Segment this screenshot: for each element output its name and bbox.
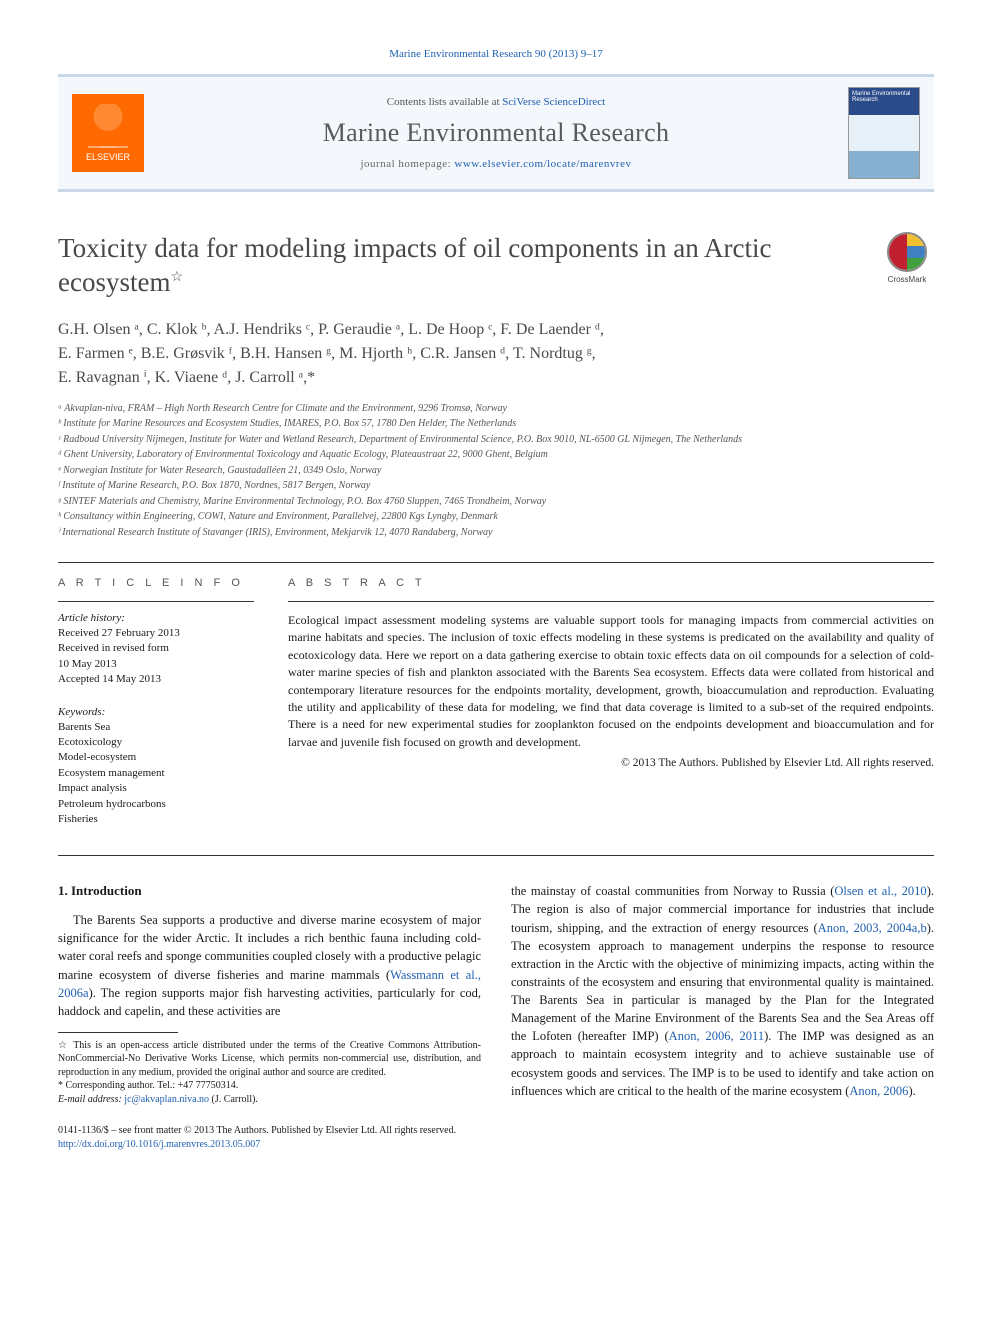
body-text: ). The ecosystem approach to management … [511,921,934,1044]
email-suffix: (J. Carroll). [209,1094,258,1105]
affiliation-d: ᵈ Ghent University, Laboratory of Enviro… [58,448,934,463]
abstract-subdivider [288,601,934,602]
keyword-item: Ecotoxicology [58,735,254,750]
journal-header: ELSEVIER Contents lists available at Sci… [58,74,934,192]
page-footer: 0141-1136/$ – see front matter © 2013 Th… [58,1124,934,1152]
contents-available-line: Contents lists available at SciVerse Sci… [158,96,834,108]
citation-link-anon-2003[interactable]: Anon, 2003, 2004a,b [818,921,927,935]
info-subdivider [58,601,254,602]
history-revised-1: Received in revised form [58,641,254,656]
affiliation-a: ᵃ Akvaplan-niva, FRAM – High North Resea… [58,402,934,417]
body-paragraph-2: the mainstay of coastal communities from… [511,882,934,1100]
homepage-link[interactable]: www.elsevier.com/locate/marenvrev [454,158,631,170]
footnote-rule [58,1032,178,1033]
authors-list: G.H. Olsen ᵃ, C. Klok ᵇ, A.J. Hendriks ᶜ… [58,318,934,390]
sciencedirect-link[interactable]: SciVerse ScienceDirect [502,96,605,108]
footnote-open-access: ☆ This is an open-access article distrib… [58,1039,481,1080]
meta-divider-top [58,562,934,563]
body-text: ). [908,1084,915,1098]
citation-link-anon-2006-2011[interactable]: Anon, 2006, 2011 [669,1029,764,1043]
elsevier-label: ELSEVIER [86,152,130,162]
citation-line: Marine Environmental Research 90 (2013) … [58,48,934,60]
journal-cover-thumbnail[interactable]: Marine Environmental Research [848,87,920,179]
keyword-item: Barents Sea [58,720,254,735]
homepage-line: journal homepage: www.elsevier.com/locat… [158,158,834,170]
body-text: ). The region supports major fish harves… [58,986,481,1018]
affiliations: ᵃ Akvaplan-niva, FRAM – High North Resea… [58,402,934,541]
contents-prefix: Contents lists available at [387,96,502,108]
keyword-item: Ecosystem management [58,766,254,781]
abstract-column: A B S T R A C T Ecological impact assess… [288,577,934,827]
body-text: the mainstay of coastal communities from… [511,884,834,898]
affiliation-c: ᶜ Radboud University Nijmegen, Institute… [58,433,934,448]
footnote-email: E-mail address: jc@akvaplan.niva.no (J. … [58,1093,481,1107]
keyword-item: Fisheries [58,812,254,827]
article-title: Toxicity data for modeling impacts of oi… [58,232,860,300]
header-center: Contents lists available at SciVerse Sci… [158,96,834,170]
keyword-item: Petroleum hydrocarbons [58,797,254,812]
affiliation-b: ᵇ Institute for Marine Resources and Eco… [58,417,934,432]
body-two-column: 1. Introduction The Barents Sea supports… [58,882,934,1106]
article-info-heading: A R T I C L E I N F O [58,577,254,589]
footnote-corresponding: * Corresponding author. Tel.: +47 777503… [58,1079,481,1093]
citation-link-olsen[interactable]: Olsen et al., 2010 [834,884,926,898]
affiliation-i: ⁱ International Research Institute of St… [58,526,934,541]
history-revised-2: 10 May 2013 [58,657,254,672]
history-received: Received 27 February 2013 [58,626,254,641]
elsevier-logo[interactable]: ELSEVIER [72,94,144,172]
elsevier-tree-icon [88,104,128,148]
meta-divider-bottom [58,855,934,856]
title-footnote-marker: ☆ [170,270,183,285]
affiliation-f: ᶠ Institute of Marine Research, P.O. Box… [58,479,934,494]
affiliation-e: ᵉ Norwegian Institute for Water Research… [58,464,934,479]
authors-line-1: G.H. Olsen ᵃ, C. Klok ᵇ, A.J. Hendriks ᶜ… [58,318,934,342]
body-paragraph-1: The Barents Sea supports a productive an… [58,911,481,1020]
affiliation-g: ᵍ SINTEF Materials and Chemistry, Marine… [58,495,934,510]
journal-name: Marine Environmental Research [158,118,834,148]
homepage-prefix: journal homepage: [361,158,455,170]
article-info-column: A R T I C L E I N F O Article history: R… [58,577,254,827]
crossmark-badge[interactable]: CrossMark [880,232,934,284]
email-label: E-mail address: [58,1094,124,1105]
crossmark-label: CrossMark [888,275,927,284]
footer-copyright: 0141-1136/$ – see front matter © 2013 Th… [58,1124,934,1138]
affiliation-h: ʰ Consultancy within Engineering, COWI, … [58,510,934,525]
keyword-item: Model-ecosystem [58,750,254,765]
keyword-item: Impact analysis [58,781,254,796]
abstract-text: Ecological impact assessment modeling sy… [288,612,934,751]
crossmark-icon [887,232,927,272]
title-text: Toxicity data for modeling impacts of oi… [58,233,771,297]
email-link[interactable]: jc@akvaplan.niva.no [124,1094,209,1105]
citation-link-anon-2006[interactable]: Anon, 2006 [849,1084,908,1098]
abstract-heading: A B S T R A C T [288,577,934,589]
authors-line-2: E. Farmen ᵉ, B.E. Grøsvik ᶠ, B.H. Hansen… [58,342,934,366]
authors-line-3: E. Ravagnan ⁱ, K. Viaene ᵈ, J. Carroll ᵃ… [58,366,934,390]
history-label: Article history: [58,612,254,624]
keywords-label: Keywords: [58,706,254,718]
abstract-copyright: © 2013 The Authors. Published by Elsevie… [288,757,934,769]
cover-label: Marine Environmental Research [852,91,910,103]
history-accepted: Accepted 14 May 2013 [58,672,254,687]
doi-link[interactable]: http://dx.doi.org/10.1016/j.marenvres.20… [58,1139,260,1150]
section-heading-introduction: 1. Introduction [58,882,481,901]
citation-link[interactable]: Marine Environmental Research 90 (2013) … [389,48,603,60]
